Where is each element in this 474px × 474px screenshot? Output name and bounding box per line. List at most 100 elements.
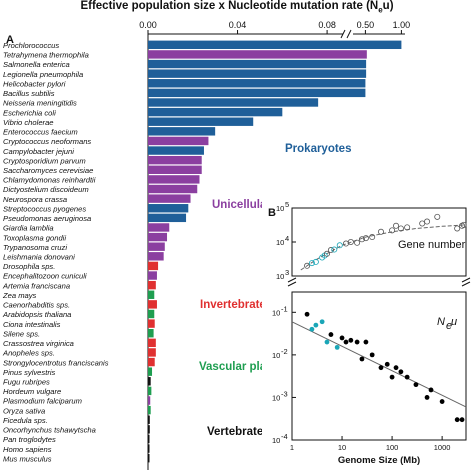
- category-label: Leishmania donovani: [3, 253, 75, 262]
- bar: [148, 79, 366, 88]
- category-label: Ficedula sps.: [3, 416, 48, 425]
- neu-label-end: u: [451, 316, 457, 328]
- category-label: Cryptosporidium parvum: [3, 156, 86, 165]
- neu-point: [384, 361, 390, 367]
- neu-label: N: [437, 316, 445, 328]
- x-tick-label: 0.50: [357, 20, 375, 30]
- category-label: Neurospora crassa: [3, 195, 67, 204]
- bar: [148, 357, 155, 367]
- gene-number-point: [434, 213, 441, 220]
- category-label: Vibrio cholerae: [3, 118, 54, 127]
- category-label: Caenorhabditis sps.: [3, 301, 70, 310]
- y-tick-label: 10: [276, 272, 284, 281]
- title-end: u): [382, 0, 394, 12]
- axis-break-mark: [346, 29, 352, 39]
- bar: [148, 50, 367, 59]
- category-label: Hordeum vulgare: [3, 387, 61, 396]
- y-tick-label: 10: [276, 238, 284, 247]
- x-axis-label: Genome Size (Mb): [338, 455, 420, 466]
- group-label: Invertebrates: [200, 299, 272, 311]
- bar: [148, 290, 155, 299]
- category-label: Strongylocentrotus franciscanis: [3, 358, 109, 367]
- category-label: Silene sps.: [3, 329, 40, 338]
- neu-point: [324, 339, 330, 345]
- category-label: Oryza sativa: [3, 406, 45, 415]
- bar: [148, 396, 151, 405]
- gene-number-label: Gene number: [398, 239, 466, 251]
- gene-number-point: [362, 235, 369, 242]
- x-tick-label: 1: [290, 443, 294, 452]
- bar: [148, 300, 157, 309]
- y-tick-exponent: -4: [281, 432, 288, 441]
- neu-point: [459, 417, 465, 423]
- y-tick-label: 10: [272, 351, 280, 360]
- neu-point: [348, 337, 354, 343]
- gene-number-point: [327, 247, 334, 254]
- gene-number-point: [377, 228, 384, 235]
- bar: [148, 280, 156, 290]
- gene-number-point: [404, 224, 411, 231]
- axis-break-mark: [461, 277, 471, 287]
- category-label: Prochlorococcus: [3, 41, 59, 50]
- x-tick-label: 1000: [434, 443, 451, 452]
- neu-label-sub: e: [446, 320, 452, 332]
- neu-point: [319, 319, 325, 325]
- category-label: Cryptococcus neoformans: [3, 137, 91, 146]
- panel-a-label: A: [6, 34, 14, 46]
- gene-number-point: [460, 221, 467, 228]
- bar: [148, 69, 367, 78]
- category-label: Bacillus subtilis: [3, 89, 55, 98]
- panel-b: B10 310 410 510 -410 -310 -210 -11 10 100 1000Geno…: [262, 198, 473, 466]
- x-tick-label: 1.00: [393, 20, 411, 30]
- gene-number-point: [354, 239, 361, 246]
- title-sub: e: [378, 5, 383, 15]
- y-tick-label: 10: [272, 436, 280, 445]
- y-tick-exponent: -3: [281, 389, 288, 398]
- category-label: Tetrahymena thermophila: [3, 51, 89, 60]
- neu-point: [389, 374, 395, 380]
- title-main: Effective population size x Nucleotide m…: [80, 0, 379, 12]
- bar: [148, 242, 165, 251]
- bar: [148, 98, 319, 107]
- bar: [148, 136, 209, 146]
- bar: [148, 261, 159, 271]
- x-tick-label: 100: [386, 443, 399, 452]
- y-tick-label: 10: [272, 393, 280, 402]
- gene-number-point: [369, 234, 376, 241]
- y-tick-label: 10: [272, 308, 280, 317]
- neu-point: [428, 387, 434, 393]
- category-label: Toxoplasma gondii: [3, 233, 66, 242]
- category-label: Streptococcus pyogenes: [3, 204, 86, 213]
- gene-number-point: [393, 222, 400, 229]
- gene-number-point: [424, 218, 431, 225]
- bar: [148, 155, 202, 165]
- bar: [148, 338, 156, 348]
- bar: [148, 271, 157, 280]
- gene-number-point: [331, 246, 338, 253]
- panel-b-label: B: [268, 207, 276, 219]
- neu-point: [304, 311, 310, 317]
- bar: [148, 319, 155, 328]
- bar: [148, 377, 151, 386]
- axis-break-mark: [340, 29, 346, 39]
- neu-point: [363, 339, 369, 345]
- neu-point: [328, 332, 334, 337]
- bar: [148, 194, 191, 203]
- bar: [148, 386, 152, 396]
- category-label: Chlamydomonas reinhardtii: [3, 176, 96, 185]
- bar: [148, 204, 189, 213]
- bar: [148, 59, 367, 69]
- category-label: Pinus sylvestris: [3, 368, 56, 377]
- category-label: Oncorhynchus tshawytscha: [3, 426, 96, 435]
- neu-point: [378, 365, 384, 371]
- y-tick-exponent: -2: [281, 347, 288, 356]
- neu-point: [313, 322, 319, 328]
- neu-point: [454, 417, 460, 423]
- category-label: Homo sapiens: [3, 445, 52, 454]
- group-label: Prokaryotes: [285, 143, 351, 155]
- bar: [148, 415, 150, 424]
- x-tick-label: 0.04: [229, 20, 247, 30]
- bar: [148, 367, 153, 376]
- gene-number-point: [336, 242, 343, 249]
